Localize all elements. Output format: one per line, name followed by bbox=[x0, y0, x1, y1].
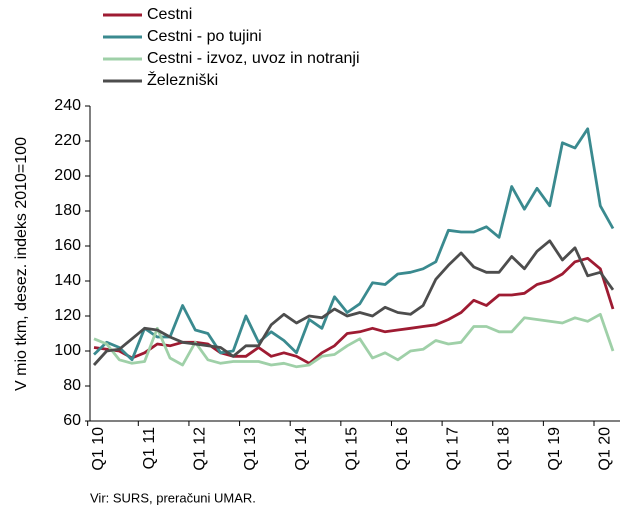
x-tick-label: Q1 15 bbox=[343, 427, 360, 471]
series-line bbox=[93, 127, 615, 362]
x-tick-label: Q1 11 bbox=[141, 427, 158, 470]
x-tick-label: Q1 19 bbox=[546, 427, 563, 471]
y-tick-label: 220 bbox=[54, 132, 81, 149]
x-tick-label: Q1 13 bbox=[242, 427, 259, 471]
source: Vir: SURS, preračuni UMAR. bbox=[90, 490, 256, 505]
y-tick-label: 180 bbox=[54, 202, 81, 219]
y-tick-label: 200 bbox=[54, 167, 81, 184]
legend-label: Železniški bbox=[147, 70, 218, 89]
legend-label: Cestni bbox=[147, 6, 192, 23]
x-tick-label: Q1 14 bbox=[293, 427, 310, 471]
x-tick-label: Q1 12 bbox=[191, 427, 208, 471]
legend-label: Cestni - izvoz, uvoz in notranji bbox=[147, 50, 360, 67]
y-tick-label: 80 bbox=[63, 377, 81, 394]
series-line bbox=[93, 312, 615, 369]
x-tick-label: Q1 10 bbox=[90, 427, 107, 471]
x-tick-label: Q1 16 bbox=[394, 427, 411, 471]
legend-label: Cestni - po tujini bbox=[147, 28, 262, 45]
x-tick-label: Q1 20 bbox=[597, 427, 614, 471]
series-line bbox=[93, 256, 615, 365]
x-tick-label: Q1 18 bbox=[495, 427, 512, 471]
y-tick-label: 60 bbox=[63, 412, 81, 429]
y-tick-label: 120 bbox=[54, 307, 81, 324]
x-tick-label: Q1 17 bbox=[445, 427, 462, 471]
y-tick-label: 140 bbox=[54, 272, 81, 289]
y-tick-label: 240 bbox=[54, 97, 81, 114]
series-line bbox=[92, 239, 615, 366]
y-axis-title: V mio tkm, desez. indeks 2010=100 bbox=[13, 137, 30, 391]
y-tick-label: 160 bbox=[54, 237, 81, 254]
y-tick-label: 100 bbox=[54, 342, 81, 359]
